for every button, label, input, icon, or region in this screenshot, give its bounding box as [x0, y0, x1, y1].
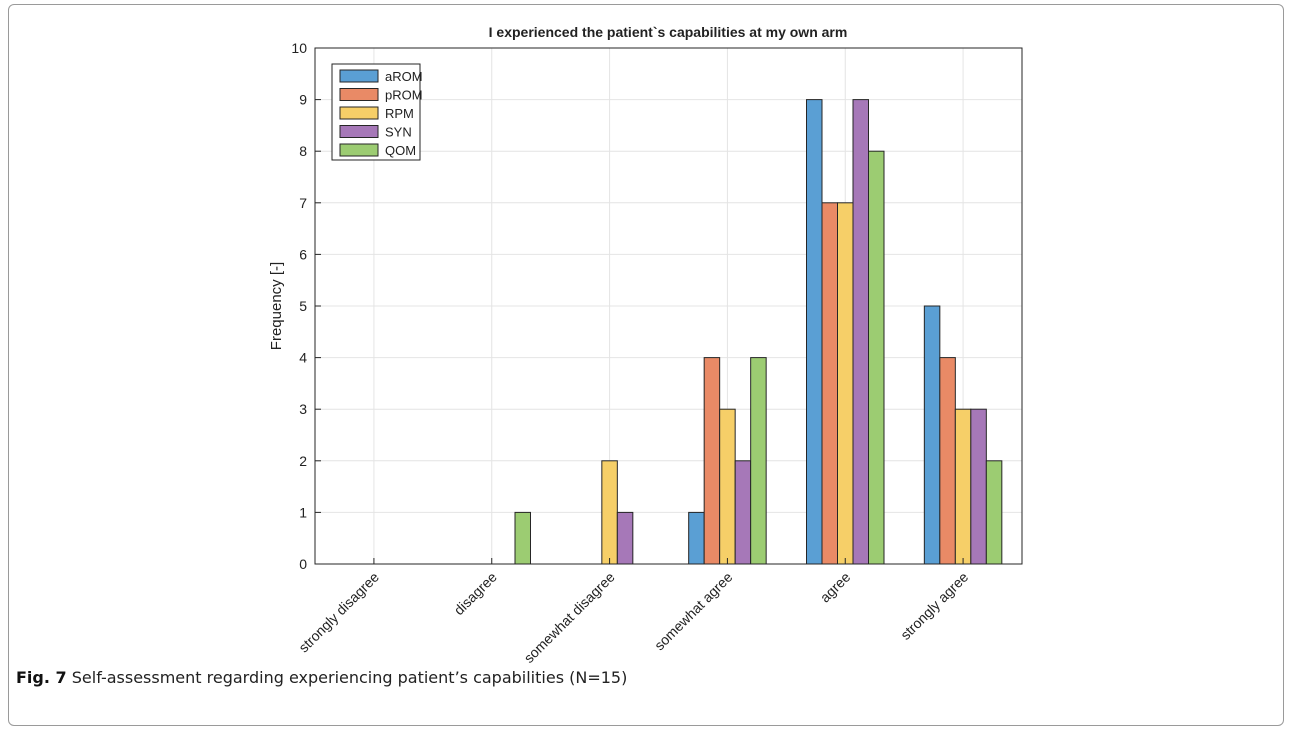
bar-rpm: [601, 460, 618, 565]
bar-qom: [868, 150, 885, 565]
y-tick-label: 3: [299, 401, 307, 417]
y-tick-label: 6: [299, 246, 307, 262]
y-tick-label: 7: [299, 195, 307, 211]
x-tick-label: disagree: [451, 569, 500, 618]
legend-label-syn: SYN: [385, 125, 412, 140]
figure-caption: Fig. 7 Self-assessment regarding experie…: [16, 668, 627, 687]
caption-text: Self-assessment regarding experiencing p…: [71, 668, 628, 687]
x-axis-ticks: strongly disagree disagree somewhat disagr…: [295, 558, 971, 666]
x-tick-label: agree: [817, 569, 854, 606]
bar-prom: [821, 202, 838, 565]
x-tick-label: somewhat disagree: [521, 569, 618, 666]
bar-rpm: [954, 408, 972, 565]
legend-swatch-qom: [339, 143, 379, 157]
bar-prom: [939, 357, 956, 565]
legend-label-arom: aROM: [385, 69, 423, 84]
x-tick-label: somewhat agree: [651, 569, 736, 654]
bar-syn: [852, 99, 869, 565]
bar-syn: [970, 408, 987, 565]
y-tick-label: 2: [299, 453, 307, 469]
y-tick-label: 5: [299, 298, 307, 314]
y-axis-ticks: 0 1 2 3 4 5 6 7 8 9 10: [291, 40, 321, 572]
bar-qom: [514, 511, 531, 565]
legend-label-rpm: RPM: [385, 106, 414, 121]
x-tick-label: strongly disagree: [295, 569, 382, 656]
x-tick-label: strongly agree: [897, 569, 971, 643]
bar-rpm: [719, 408, 736, 565]
legend-swatch-syn: [339, 125, 379, 138]
bar-rpm: [837, 202, 854, 565]
legend-label-qom: QOM: [385, 143, 416, 158]
bar-syn: [616, 511, 634, 565]
y-tick-label: 10: [291, 40, 307, 56]
legend-swatch-rpm: [339, 106, 379, 120]
caption-label: Fig. 7: [16, 668, 67, 687]
figure-frame: [8, 4, 1284, 726]
legend-swatch-arom: [339, 69, 379, 83]
chart-title: I experienced the patient`s capabilities…: [489, 24, 848, 40]
bar-arom: [688, 511, 705, 565]
bar-qom: [985, 460, 1003, 565]
y-tick-label: 0: [299, 556, 307, 572]
y-tick-label: 8: [299, 143, 307, 159]
y-tick-label: 4: [299, 350, 307, 366]
y-axis-label: Frequency [-]: [268, 262, 285, 350]
y-tick-label: 1: [299, 504, 307, 520]
bar-arom: [806, 99, 823, 565]
y-tick-label: 9: [299, 92, 307, 108]
bar-prom: [703, 357, 721, 565]
bar-syn: [734, 460, 752, 565]
legend-swatch-prom: [339, 88, 379, 101]
bar-arom: [923, 305, 941, 565]
bar-qom: [750, 357, 767, 565]
legend-label-prom: pROM: [385, 88, 423, 103]
legend: aROM pROM RPM SYN QOM: [331, 63, 423, 161]
